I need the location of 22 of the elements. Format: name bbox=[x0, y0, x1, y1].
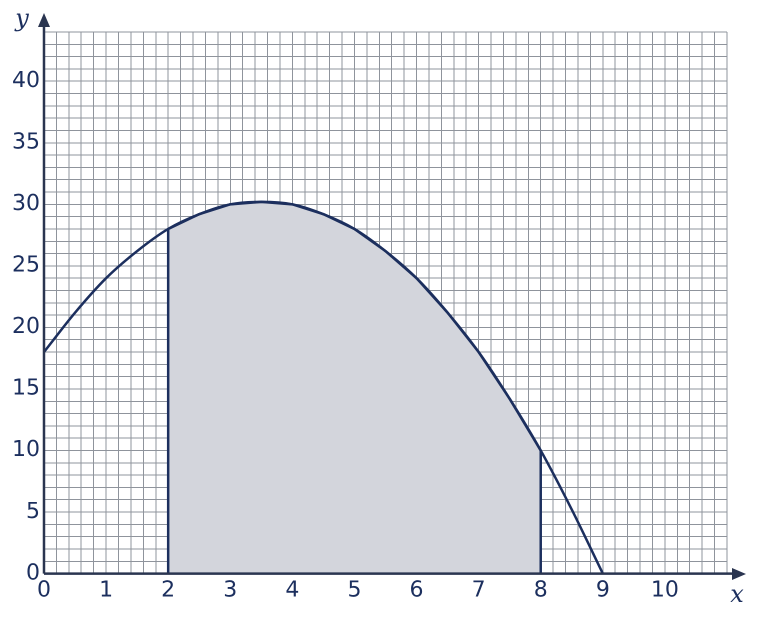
y-tick-label: 25 bbox=[12, 252, 40, 278]
line-series bbox=[44, 200, 604, 574]
x-tick-label: 4 bbox=[285, 578, 300, 603]
x-tick-label: 6 bbox=[410, 578, 424, 603]
y-tick-label: 35 bbox=[12, 130, 40, 154]
y-tick-label: 30 bbox=[12, 191, 40, 216]
x-tick-label: 1 bbox=[99, 578, 114, 603]
x-axis-title: x bbox=[730, 580, 744, 608]
x-tick-label: 5 bbox=[347, 578, 362, 603]
y-tick-label: 0 bbox=[26, 560, 40, 586]
x-tick-label: 8 bbox=[534, 578, 548, 603]
x-tick-label: 3 bbox=[223, 578, 238, 603]
y-tick-label: 10 bbox=[12, 437, 40, 462]
x-tick-label: 9 bbox=[596, 578, 610, 603]
y-tick-label: 20 bbox=[12, 314, 40, 340]
x-tick-label: 7 bbox=[472, 578, 486, 603]
x-tick-label: 2 bbox=[161, 578, 176, 603]
y-tick-label: 40 bbox=[12, 68, 40, 93]
y-tick-label: 15 bbox=[12, 376, 40, 401]
y-tick-label: 5 bbox=[26, 498, 40, 524]
x-tick-label: 10 bbox=[650, 578, 679, 603]
y-axis-title: y bbox=[14, 4, 30, 32]
